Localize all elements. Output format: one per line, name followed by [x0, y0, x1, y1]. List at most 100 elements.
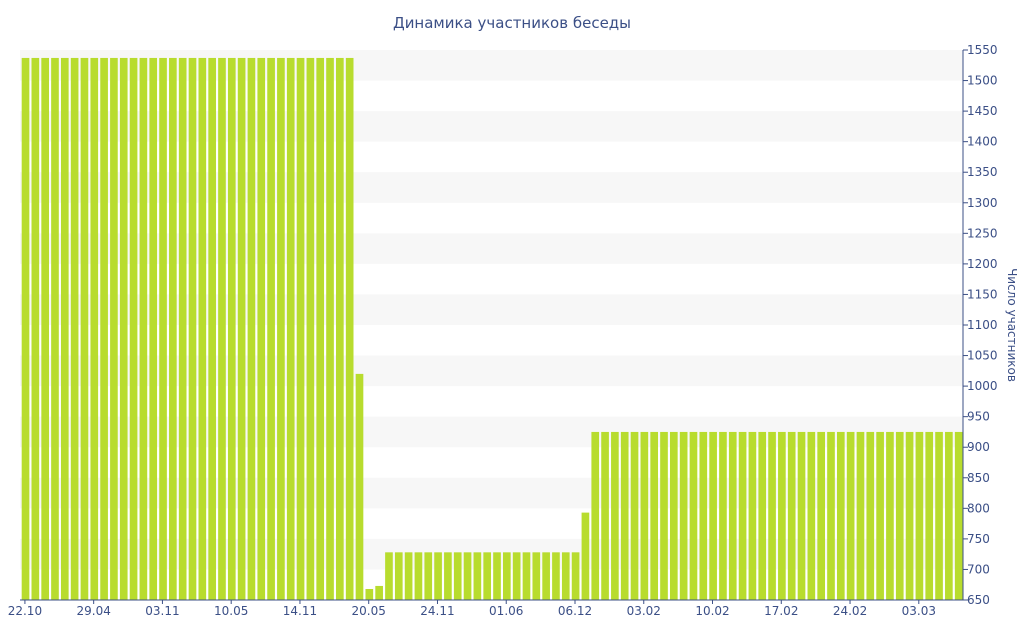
x-tick-label: 17.02 — [764, 604, 798, 618]
bar — [836, 431, 845, 600]
y-tick-label: 1150 — [967, 287, 998, 301]
bar — [886, 431, 894, 600]
bar — [807, 431, 816, 600]
bar — [385, 552, 393, 600]
bar — [581, 512, 590, 600]
bar — [119, 57, 128, 600]
bar — [404, 552, 413, 600]
bar — [365, 589, 374, 600]
bar — [70, 57, 79, 600]
bar — [895, 431, 904, 600]
bar — [797, 431, 806, 600]
bar — [483, 552, 492, 600]
bar — [522, 552, 531, 600]
bar — [689, 431, 698, 600]
bar — [748, 431, 757, 600]
bar — [394, 552, 403, 600]
bar — [778, 431, 786, 600]
bar — [345, 57, 354, 600]
bar — [719, 431, 727, 600]
y-tick-label: 1050 — [967, 349, 998, 363]
bar — [679, 431, 688, 600]
y-tick-label: 900 — [967, 440, 990, 454]
bar — [218, 57, 226, 600]
bar — [316, 57, 325, 600]
bar — [503, 552, 511, 600]
bar — [954, 431, 963, 600]
bar — [542, 552, 550, 600]
bar — [758, 431, 767, 600]
x-tick-label: 01.06 — [489, 604, 523, 618]
x-tick-label: 03.03 — [902, 604, 936, 618]
bar — [669, 431, 678, 600]
bar — [267, 57, 275, 600]
bar — [738, 431, 747, 600]
x-tick-label: 14.11 — [283, 604, 317, 618]
bar — [512, 552, 521, 600]
bar — [876, 431, 884, 600]
bar — [611, 431, 619, 600]
y-tick-label: 700 — [967, 562, 990, 576]
y-tick-label: 1550 — [967, 43, 998, 57]
bar — [866, 431, 875, 600]
bar — [463, 552, 472, 600]
bar — [620, 431, 629, 600]
y-tick-label: 1200 — [967, 257, 998, 271]
bar — [768, 431, 776, 600]
bar — [159, 57, 167, 600]
x-tick-label: 24.02 — [833, 604, 867, 618]
bar — [640, 431, 649, 600]
bar — [699, 431, 708, 600]
bar — [453, 552, 462, 600]
bar — [51, 57, 59, 600]
bar — [80, 57, 89, 600]
y-tick-label: 1100 — [967, 318, 998, 332]
grid-band — [20, 538, 963, 570]
bar — [935, 431, 943, 600]
grid-bands — [20, 50, 963, 570]
bar — [31, 57, 40, 600]
bar — [355, 373, 364, 600]
bar — [552, 552, 560, 600]
bar — [846, 431, 855, 600]
bar — [709, 431, 717, 600]
bar — [336, 57, 344, 600]
bar — [945, 431, 953, 600]
bar — [660, 431, 668, 600]
y-tick-label: 1500 — [967, 74, 998, 88]
bar — [905, 431, 914, 600]
bar — [532, 552, 541, 600]
y-axis-label: Число участников — [1005, 268, 1019, 382]
x-tick-label: 06.12 — [558, 604, 592, 618]
grid-band — [20, 233, 963, 264]
bar — [257, 57, 266, 600]
x-axis-ticks: 22.10 29.04 03.11 10.05 14.11 20.05 24.11 01.06… — [8, 600, 936, 618]
bar — [326, 57, 334, 600]
grid-band — [20, 355, 963, 387]
grid-band — [20, 172, 963, 203]
bar — [169, 57, 177, 600]
bar — [198, 57, 207, 600]
x-tick-label: 24.11 — [420, 604, 454, 618]
bar — [444, 552, 452, 600]
bar — [306, 57, 315, 600]
bar — [247, 57, 256, 600]
bar — [21, 57, 30, 600]
grid-band — [20, 416, 963, 448]
grid-band — [20, 294, 963, 325]
x-tick-label: 10.02 — [695, 604, 729, 618]
y-tick-label: 1250 — [967, 226, 998, 240]
bar — [227, 57, 236, 600]
bar — [630, 431, 639, 600]
bar — [129, 57, 138, 600]
bar — [277, 57, 285, 600]
y-tick-label: 650 — [967, 593, 990, 607]
bar — [237, 57, 246, 600]
bar — [601, 431, 609, 600]
y-axis-ticks: 650 700 750 800 850 900 950 1000 1050 1100 1150 120… — [963, 43, 998, 607]
x-tick-label: 03.11 — [145, 604, 179, 618]
x-tick-label: 03.02 — [627, 604, 661, 618]
y-tick-label: 1450 — [967, 104, 998, 118]
x-tick-label: 29.04 — [76, 604, 110, 618]
